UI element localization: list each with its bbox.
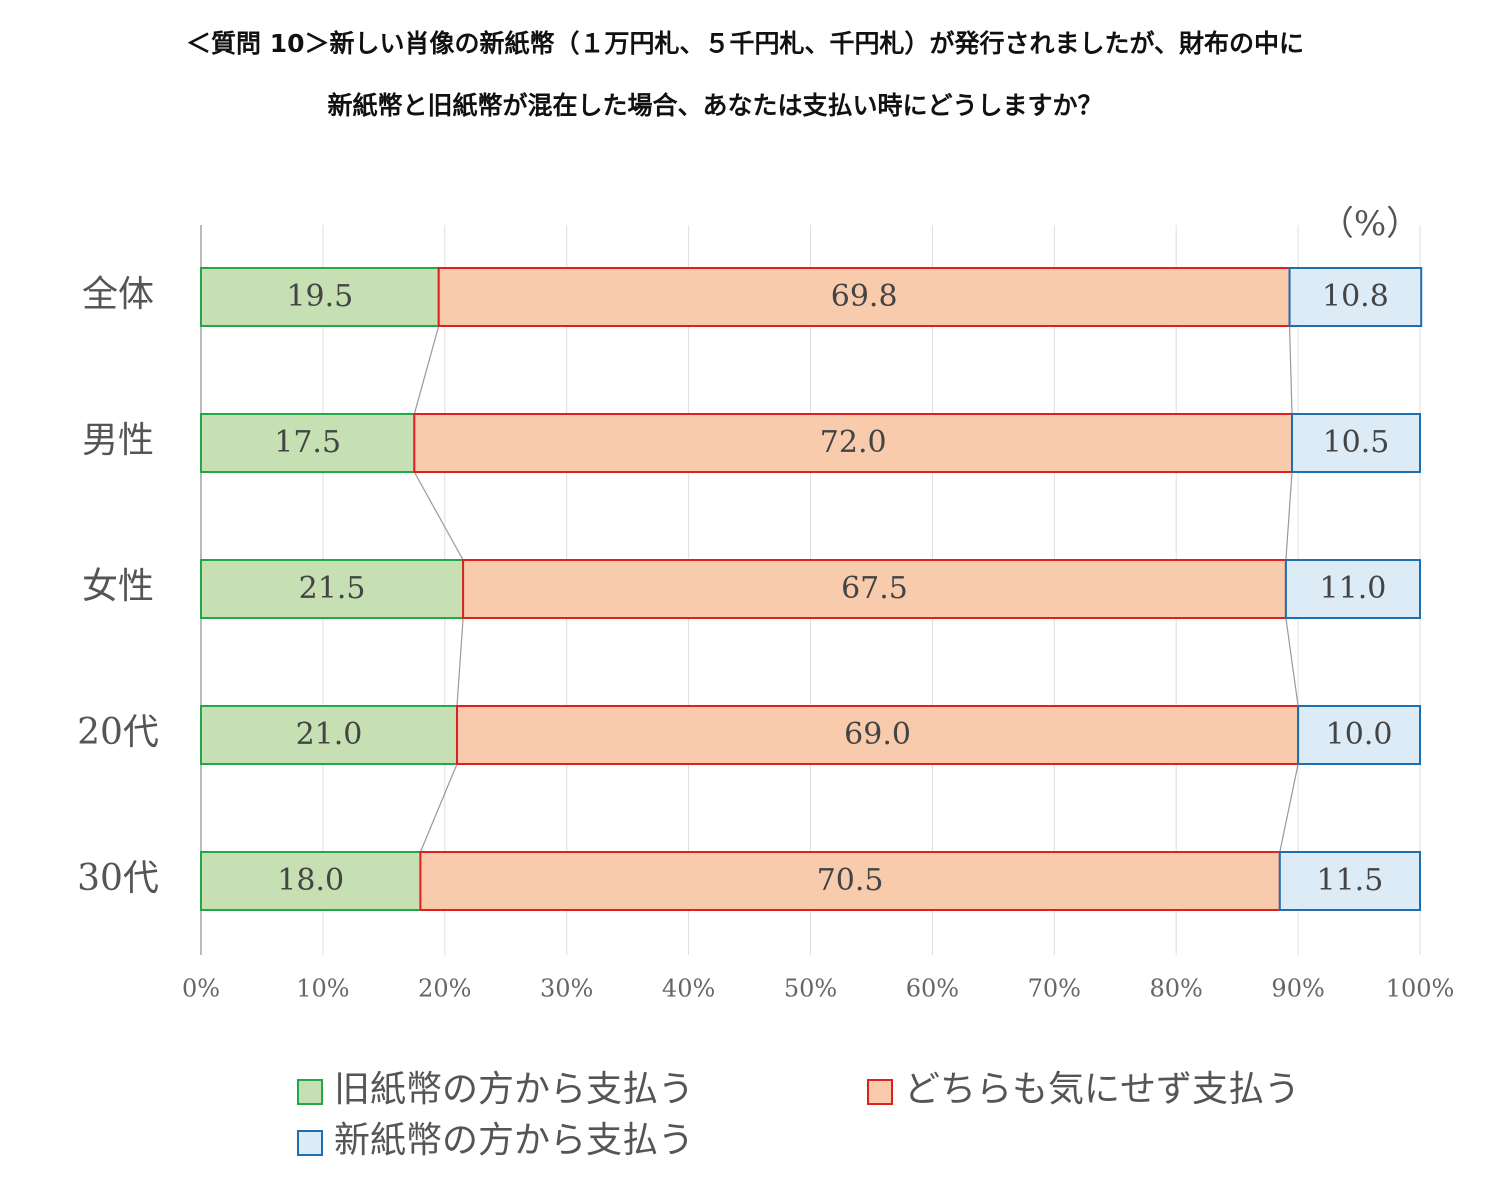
data-label: 21.5 [299, 571, 366, 606]
legend-label: どちらも気にせず支払う [904, 1069, 1300, 1110]
x-tick-label: 100% [1386, 975, 1455, 1003]
x-tick-label: 90% [1271, 975, 1324, 1003]
y-tick-label: 全体 [82, 274, 154, 315]
y-tick-label: 30代 [77, 858, 159, 899]
data-label: 10.0 [1326, 717, 1393, 752]
series-line [1288, 325, 1293, 415]
bar-segment [200, 851, 422, 911]
series-line [1279, 763, 1299, 853]
series-line [413, 471, 464, 561]
bar-segment [1291, 413, 1422, 473]
bar-segment [413, 413, 1294, 473]
data-label: 72.0 [820, 425, 887, 460]
data-label: 70.5 [817, 863, 884, 898]
bar-segment [1278, 851, 1421, 911]
bar-segment [200, 705, 458, 765]
unit-label: （%） [1320, 204, 1420, 244]
bar-segment [200, 267, 440, 327]
x-tick-label: 20% [418, 975, 471, 1003]
x-tick-label: 70% [1028, 975, 1081, 1003]
data-label: 10.8 [1322, 279, 1389, 314]
data-label: 11.0 [1320, 571, 1387, 606]
series-line [1285, 617, 1299, 707]
legend-label: 旧紙幣の方から支払う [334, 1069, 694, 1110]
data-label: 19.5 [286, 279, 353, 314]
series-line [419, 763, 458, 853]
chart-title: 新紙幣と旧紙幣が混在した場合、あなたは支払い時にどうしますか？ [327, 91, 1102, 120]
data-label: 10.5 [1323, 425, 1390, 460]
data-label: 18.0 [277, 863, 344, 898]
bar-segment [1284, 559, 1422, 619]
chart-title: ＜質問 10＞新しい肖像の新紙幣（１万円札、５千円札、千円札）が発行されましたが… [186, 29, 1304, 58]
x-tick-label: 50% [784, 975, 837, 1003]
series-line [413, 325, 440, 415]
y-tick-label: 女性 [82, 566, 154, 607]
data-label: 69.0 [844, 717, 911, 752]
data-label: 21.0 [296, 717, 363, 752]
series-line [1285, 471, 1293, 561]
x-tick-label: 60% [906, 975, 959, 1003]
x-tick-label: 0% [182, 975, 220, 1003]
x-tick-label: 10% [296, 975, 349, 1003]
y-tick-label: 男性 [82, 420, 154, 461]
legend-swatch [297, 1079, 323, 1105]
bar-segment [437, 267, 1291, 327]
x-tick-label: 80% [1150, 975, 1203, 1003]
legend-swatch [297, 1130, 323, 1156]
bar-segment [419, 851, 1281, 911]
bar-segment [455, 705, 1300, 765]
data-label: 67.5 [841, 571, 908, 606]
x-tick-label: 40% [662, 975, 715, 1003]
x-tick-label: 30% [540, 975, 593, 1003]
bar-segment [200, 559, 465, 619]
legend-label: 新紙幣の方から支払う [334, 1120, 694, 1161]
bar-segment [1297, 705, 1421, 765]
bar-segment [1288, 267, 1423, 327]
y-tick-label: 20代 [77, 712, 159, 753]
series-line [456, 617, 464, 707]
data-label: 11.5 [1317, 863, 1384, 898]
bar-segment [200, 413, 416, 473]
legend-swatch [867, 1079, 893, 1105]
data-label: 17.5 [274, 425, 341, 460]
data-label: 69.8 [831, 279, 898, 314]
